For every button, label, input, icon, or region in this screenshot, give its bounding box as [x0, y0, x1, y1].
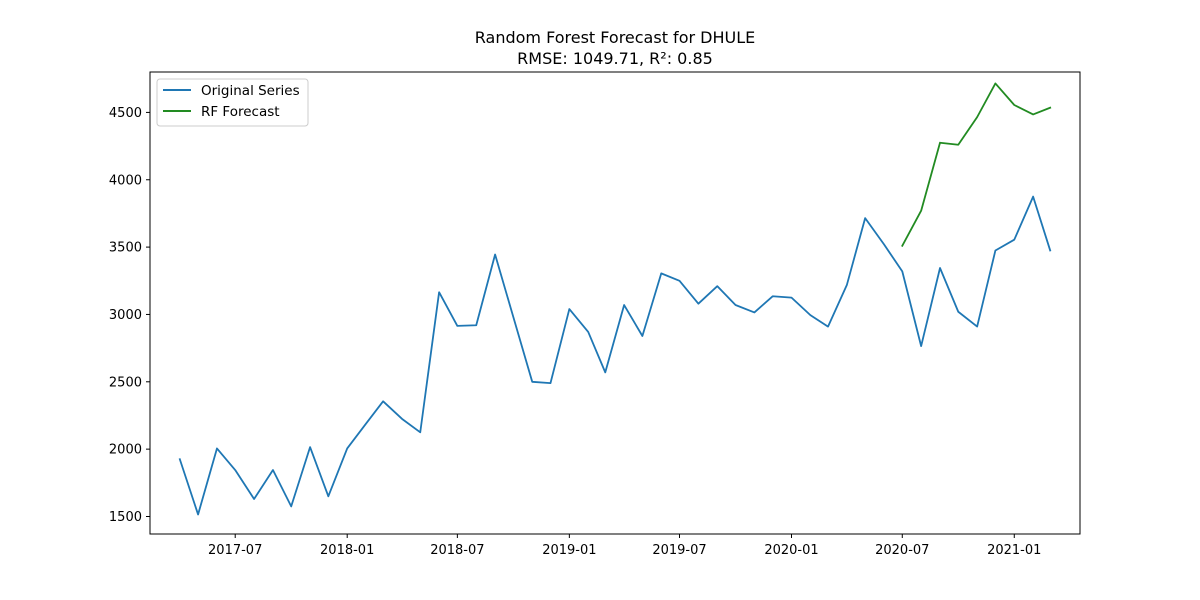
plot-area: [150, 72, 1080, 534]
legend-box: [156, 78, 309, 127]
y-tick-label: 1500: [109, 510, 142, 525]
chart-subtitle: RMSE: 1049.71, R²: 0.85: [517, 49, 713, 68]
series-layer: [178, 82, 1052, 516]
legend-label-original-series: Original Series: [201, 83, 300, 99]
y-tick-label: 2500: [109, 375, 142, 390]
series-line-rf-forecast: [901, 82, 1052, 247]
chart-title: Random Forest Forecast for DHULE: [475, 28, 755, 47]
x-tick-label: 2019-01: [542, 543, 596, 558]
y-tick-label: 3000: [109, 308, 142, 323]
legend-label-rf-forecast: RF Forecast: [201, 104, 280, 120]
x-tick-label: 2018-07: [430, 543, 484, 558]
x-tick-label: 2021-01: [987, 543, 1041, 558]
x-tick-label: 2019-07: [652, 543, 706, 558]
x-tick-label: 2018-01: [320, 543, 374, 558]
x-axis: 2017-07 2018-01 2018-07 2019-01 2019-07 2020-…: [208, 534, 1041, 558]
y-tick-label: 4000: [109, 173, 142, 188]
plot-frame: [149, 71, 1081, 535]
y-tick-label: 4500: [109, 106, 142, 121]
series-line-original-series: [178, 195, 1052, 516]
x-tick-label: 2020-01: [764, 543, 818, 558]
x-tick-label: 2020-07: [875, 543, 929, 558]
y-tick-label: 2000: [109, 443, 142, 458]
legend: Original Series RF Forecast: [156, 78, 309, 127]
y-tick-label: 3500: [109, 241, 142, 256]
x-tick-label: 2017-07: [208, 543, 262, 558]
y-axis: 1500 2000 2500 3000 3500 4000 4500: [109, 106, 150, 525]
